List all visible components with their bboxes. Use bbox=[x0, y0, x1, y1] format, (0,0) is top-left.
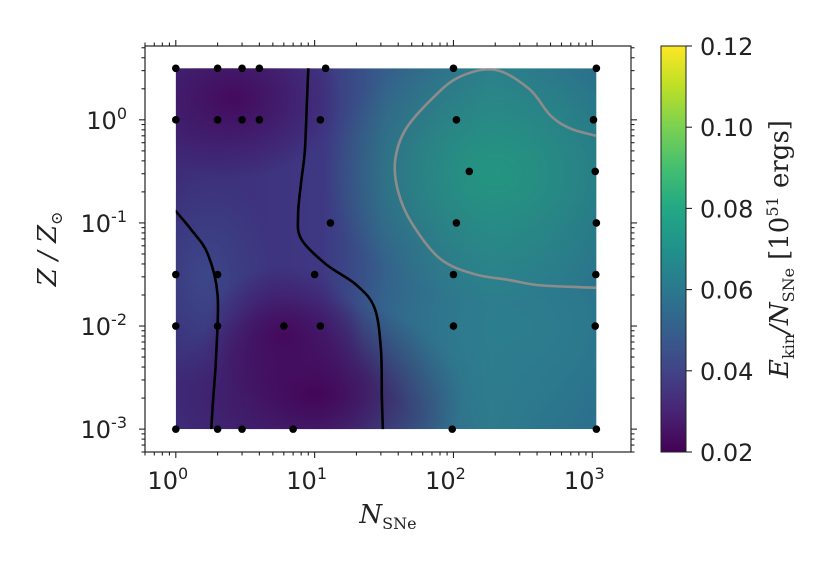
sample-point bbox=[452, 219, 461, 227]
sample-point bbox=[591, 322, 600, 330]
sample-point bbox=[171, 64, 180, 73]
colorbar-label-sub1: kin bbox=[779, 334, 798, 359]
heatmap-field bbox=[175, 68, 597, 430]
sample-point bbox=[255, 116, 264, 124]
sample-point bbox=[171, 116, 180, 124]
heatmap-high-region bbox=[325, 68, 597, 304]
colorbar-tick-label: 0.10 bbox=[700, 114, 753, 142]
sample-point bbox=[280, 322, 288, 330]
sample-point bbox=[213, 425, 222, 433]
colorbar-tick-label: 0.06 bbox=[700, 277, 753, 305]
sample-point bbox=[449, 270, 458, 279]
colorbar-label-main: E bbox=[765, 359, 795, 379]
y-tick-exp: -3 bbox=[111, 413, 127, 432]
sample-point bbox=[238, 64, 246, 73]
sample-point bbox=[255, 64, 264, 73]
sample-point bbox=[449, 322, 458, 330]
contour-line-2 bbox=[393, 68, 597, 290]
sample-point bbox=[213, 64, 222, 73]
sample-point bbox=[213, 270, 222, 279]
contour-line-1 bbox=[296, 68, 385, 430]
x-tick-base: 10 bbox=[286, 467, 317, 495]
colorbar-tick-label: 0.04 bbox=[700, 358, 753, 386]
y-tick-exp: 0 bbox=[117, 104, 127, 123]
sample-point bbox=[591, 167, 600, 176]
sample-point bbox=[213, 322, 222, 330]
sample-point bbox=[238, 425, 246, 433]
colorbar-label-units-end: ergs] bbox=[765, 120, 795, 196]
sample-point bbox=[449, 64, 458, 73]
sample-point bbox=[448, 425, 457, 433]
y-tick-label: 100 bbox=[86, 104, 127, 135]
colorbar-label-sub2: SNe bbox=[779, 268, 798, 302]
x-tick-base: 10 bbox=[564, 467, 595, 495]
colorbar-label-units: [10 bbox=[765, 217, 795, 260]
y-tick-base: 10 bbox=[81, 416, 112, 444]
sample-point bbox=[592, 270, 600, 279]
x-axis-label-main: N bbox=[358, 500, 383, 530]
y-tick-exp: -2 bbox=[111, 310, 127, 329]
y-axis-label-main: Z / Z bbox=[33, 224, 63, 287]
x-tick-base: 10 bbox=[147, 467, 178, 495]
y-tick-base: 10 bbox=[81, 313, 112, 341]
sample-point bbox=[171, 270, 180, 279]
x-axis-ticks: 100 101 102 103 bbox=[144, 40, 605, 495]
contour-layer bbox=[175, 68, 597, 430]
sample-point bbox=[289, 425, 297, 433]
y-axis-label: Z / Z⊙ bbox=[33, 212, 66, 288]
colorbar-tick-label: 0.12 bbox=[700, 33, 753, 61]
colorbar bbox=[660, 45, 687, 453]
y-tick-base: 10 bbox=[86, 107, 117, 135]
x-tick-label: 101 bbox=[286, 464, 327, 495]
colorbar-tick-label: 0.02 bbox=[700, 439, 753, 467]
sample-point bbox=[238, 116, 246, 124]
sample-point bbox=[171, 425, 180, 433]
sample-point bbox=[316, 116, 325, 124]
sample-point bbox=[465, 167, 474, 176]
sample-point bbox=[171, 322, 180, 330]
x-tick-label: 102 bbox=[425, 464, 466, 495]
y-tick-label: 10-2 bbox=[81, 310, 128, 341]
sample-point bbox=[326, 219, 335, 227]
x-tick-exp: 2 bbox=[456, 464, 466, 483]
sample-point bbox=[592, 425, 601, 433]
sample-point bbox=[452, 116, 461, 124]
y-tick-exp: -1 bbox=[111, 207, 127, 226]
sample-point bbox=[310, 270, 319, 279]
y-axis-label-sub: ⊙ bbox=[47, 212, 66, 225]
sample-point bbox=[321, 64, 330, 73]
x-tick-label: 103 bbox=[564, 464, 605, 495]
heatmap-low-region-mid bbox=[203, 266, 364, 407]
colorbar-label-mid: /N bbox=[765, 301, 795, 337]
sample-point bbox=[589, 116, 598, 124]
colorbar-ticks: 0.12 0.10 0.08 0.06 0.04 0.02 bbox=[686, 33, 753, 467]
x-axis-label-sub: SNe bbox=[382, 514, 416, 533]
sample-point-layer bbox=[171, 64, 601, 433]
x-tick-exp: 3 bbox=[594, 464, 604, 483]
sample-point bbox=[316, 322, 325, 330]
y-tick-base: 10 bbox=[81, 210, 112, 238]
colorbar-label: Ekin/NSNe [1051 ergs] bbox=[763, 120, 798, 379]
contour-line-0 bbox=[175, 209, 220, 430]
x-tick-label: 100 bbox=[147, 464, 188, 495]
x-tick-exp: 1 bbox=[317, 464, 327, 483]
x-tick-base: 10 bbox=[425, 467, 456, 495]
y-tick-label: 10-3 bbox=[81, 413, 128, 444]
sample-point bbox=[213, 116, 222, 124]
sample-point bbox=[592, 64, 601, 73]
sample-point bbox=[592, 219, 601, 227]
x-axis-label: NSNe bbox=[358, 500, 416, 533]
y-tick-label: 10-1 bbox=[81, 207, 128, 238]
x-tick-exp: 0 bbox=[178, 464, 188, 483]
colorbar-label-units-sup: 51 bbox=[763, 196, 782, 216]
colorbar-tick-label: 0.08 bbox=[700, 195, 753, 223]
